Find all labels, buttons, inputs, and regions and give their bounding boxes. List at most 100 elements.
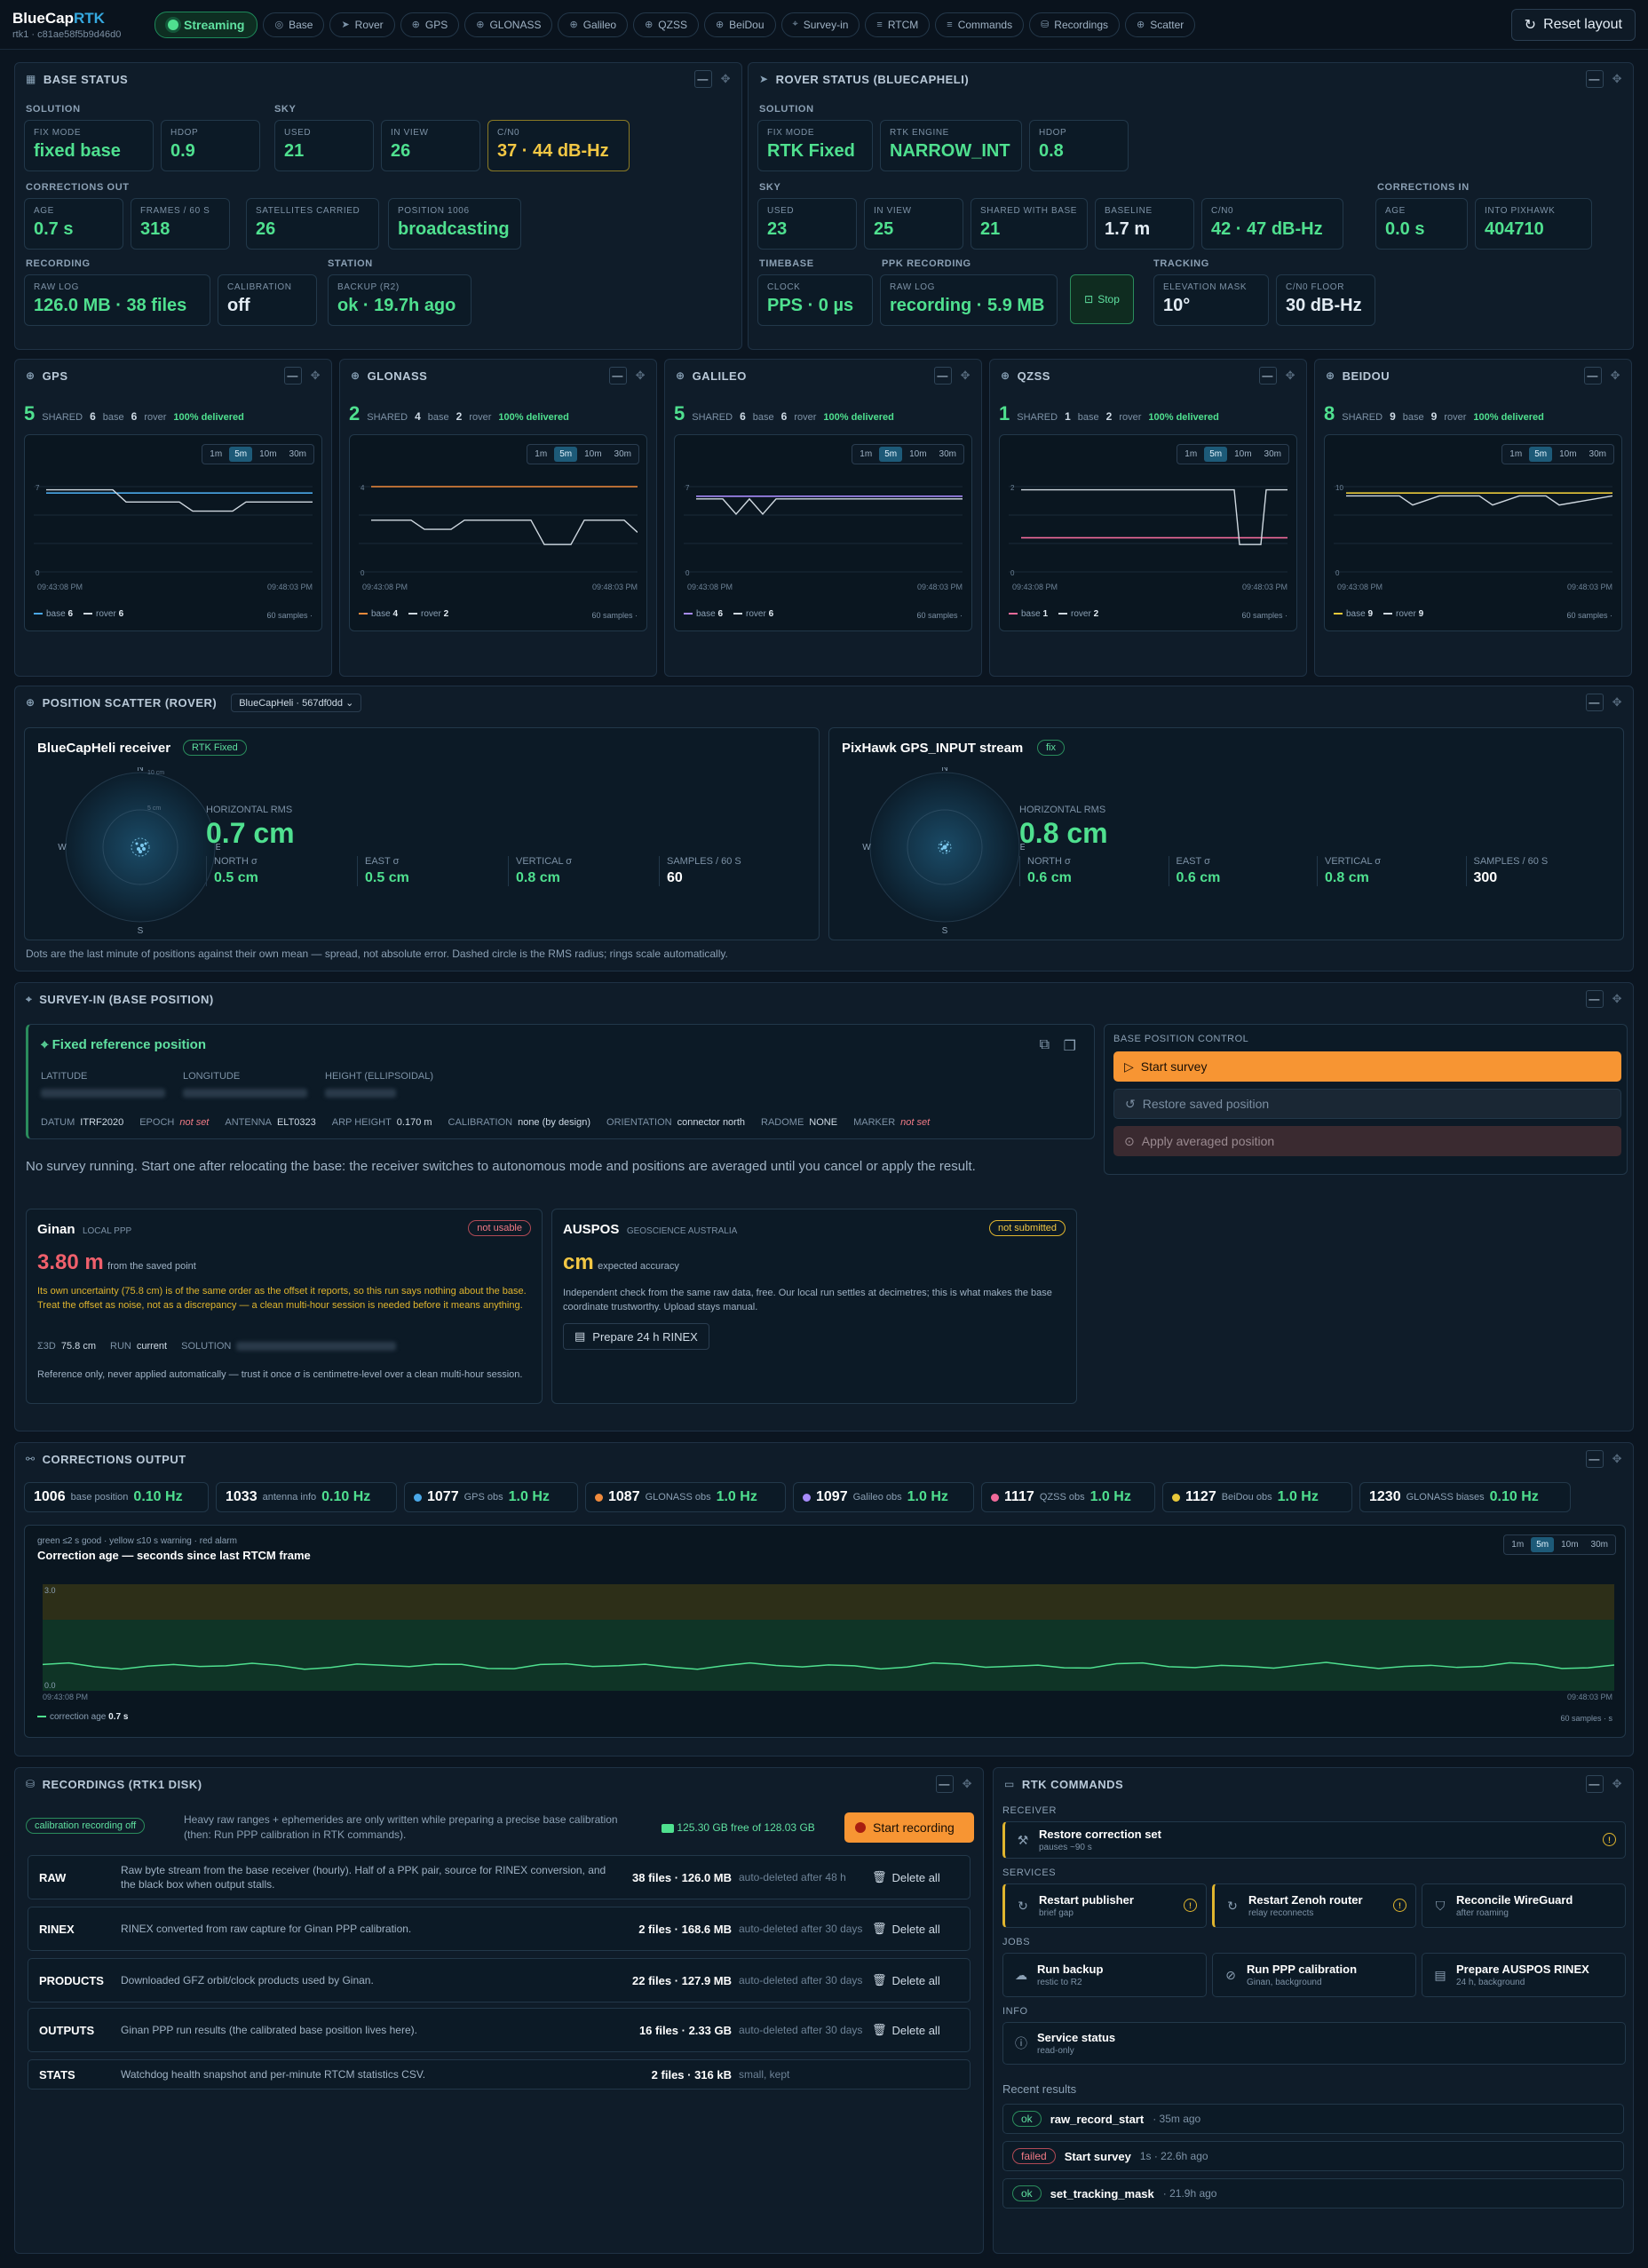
- range-5m[interactable]: 5m: [879, 447, 903, 462]
- latitude-label: LATITUDE: [41, 1071, 88, 1082]
- drag-handle-icon[interactable]: ✥: [635, 369, 646, 382]
- range-30m[interactable]: 30m: [1590, 1540, 1608, 1550]
- delete-all-button[interactable]: 🗑 Delete all: [872, 2023, 940, 2037]
- delete-all-button[interactable]: 🗑 Delete all: [872, 1870, 940, 1884]
- minimize-button[interactable]: —: [1258, 367, 1277, 385]
- nav-tab-commands[interactable]: ≡ Commands: [935, 12, 1025, 37]
- range-1m[interactable]: 1m: [1184, 449, 1198, 459]
- nav-tab-survey-in[interactable]: ⌖ Survey-in: [780, 12, 860, 37]
- nav-tab-beidou[interactable]: ⊕ BeiDou: [703, 12, 776, 37]
- restore-position-button[interactable]: ↺ Restore saved position: [1113, 1089, 1621, 1119]
- range-10m[interactable]: 10m: [584, 449, 602, 459]
- rover-series-line: [1021, 488, 1288, 545]
- reference-meta: DATUM ITRF2020 EPOCH not set ANTENNA ELT032…: [41, 1117, 931, 1128]
- minimize-button[interactable]: —: [608, 367, 627, 385]
- drag-handle-icon[interactable]: ✥: [1612, 695, 1622, 709]
- range-30m[interactable]: 30m: [1264, 449, 1281, 459]
- range-5m[interactable]: 5m: [554, 447, 578, 462]
- range-10m[interactable]: 10m: [1561, 1540, 1579, 1550]
- range-10m[interactable]: 10m: [1234, 449, 1252, 459]
- range-30m[interactable]: 30m: [614, 449, 631, 459]
- minimize-button[interactable]: —: [283, 367, 302, 385]
- minimize-button[interactable]: —: [933, 367, 952, 385]
- minimize-button[interactable]: —: [1585, 70, 1604, 88]
- range-toggle[interactable]: 1m 5m 10m 30m: [1177, 444, 1289, 464]
- range-5m[interactable]: 5m: [1531, 1537, 1555, 1552]
- minimize-button[interactable]: —: [1585, 1775, 1604, 1793]
- range-1m[interactable]: 1m: [210, 449, 223, 459]
- drag-handle-icon[interactable]: ✥: [960, 369, 971, 382]
- restore-correction-set-button[interactable]: ⚒ Restore correction set pauses ~90 s!: [1002, 1821, 1626, 1859]
- nav-tab-glonass[interactable]: ⊕ GLONASS: [464, 12, 553, 37]
- service-status-button[interactable]: ⓘ Service status read-only: [1002, 2022, 1626, 2065]
- range-30m[interactable]: 30m: [939, 449, 956, 459]
- nav-tab-galileo[interactable]: ⊕ Galileo: [558, 12, 629, 37]
- nav-tab-qzss[interactable]: ⊕ QZSS: [633, 12, 699, 37]
- range-10m[interactable]: 10m: [1559, 449, 1577, 459]
- drag-handle-icon[interactable]: ✥: [1612, 1777, 1622, 1790]
- globe-icon: ⊕: [676, 369, 685, 382]
- nav-tab-gps[interactable]: ⊕ GPS: [400, 12, 460, 37]
- nav-tab-base[interactable]: ◎ Base: [263, 12, 325, 37]
- minimize-button[interactable]: —: [693, 70, 712, 88]
- apply-position-button[interactable]: ⊙ Apply averaged position: [1113, 1126, 1621, 1156]
- stop-recording-button[interactable]: ⊡ Stop: [1070, 274, 1134, 324]
- run-ppp-calibration-button[interactable]: ⊘ Run PPP calibration Ginan, background: [1212, 1953, 1416, 1997]
- drag-handle-icon[interactable]: ✥: [962, 1777, 972, 1790]
- nav-tab-scatter[interactable]: ⊕ Scatter: [1125, 12, 1196, 37]
- prepare-auspos-rinex-button[interactable]: ▤ Prepare AUSPOS RINEX 24 h, background: [1422, 1953, 1626, 1997]
- y-top-label: 7: [36, 484, 40, 492]
- start-survey-button[interactable]: ▷ Start survey: [1113, 1051, 1621, 1082]
- scatter-title: PixHawk GPS_INPUT stream: [842, 741, 1024, 756]
- range-5m[interactable]: 5m: [1529, 447, 1553, 462]
- range-1m[interactable]: 1m: [1509, 449, 1523, 459]
- globe-icon: ⊕: [1001, 369, 1010, 382]
- nav-tab-label: RTCM: [887, 18, 919, 31]
- copy-icon[interactable]: ❐: [1063, 1039, 1076, 1054]
- reconcile-wireguard-button[interactable]: ⛉ Reconcile WireGuard after roaming: [1422, 1883, 1626, 1928]
- range-30m[interactable]: 30m: [1589, 449, 1606, 459]
- prepare-rinex-button[interactable]: ▤ Prepare 24 h RINEX: [563, 1323, 709, 1350]
- range-toggle[interactable]: 1m 5m 10m 30m: [1501, 444, 1614, 464]
- recording-row-products: PRODUCTS Downloaded GFZ orbit/clock produ…: [28, 1958, 971, 2002]
- range-toggle[interactable]: 1m 5m 10m 30m: [852, 444, 964, 464]
- range-30m[interactable]: 30m: [289, 449, 306, 459]
- range-5m[interactable]: 5m: [1204, 447, 1228, 462]
- range-1m[interactable]: 1m: [1511, 1540, 1525, 1550]
- restart-zenoh-button[interactable]: ↻ Restart Zenoh router relay reconnects!: [1212, 1883, 1416, 1928]
- range-10m[interactable]: 10m: [909, 449, 927, 459]
- drag-handle-icon[interactable]: ✥: [720, 72, 731, 85]
- range-10m[interactable]: 10m: [259, 449, 277, 459]
- drag-handle-icon[interactable]: ✥: [1612, 1452, 1622, 1465]
- drag-handle-icon[interactable]: ✥: [1610, 369, 1620, 382]
- streaming-status[interactable]: Streaming: [154, 11, 258, 38]
- nav-tab-rtcm[interactable]: ≡ RTCM: [865, 12, 931, 37]
- minimize-button[interactable]: —: [1585, 1450, 1604, 1468]
- minimize-button[interactable]: —: [1585, 694, 1604, 711]
- open-external-icon[interactable]: ⧉: [1039, 1037, 1050, 1052]
- delete-all-button[interactable]: 🗑 Delete all: [872, 1922, 940, 1936]
- drag-handle-icon[interactable]: ✥: [1285, 369, 1295, 382]
- rover-select[interactable]: BlueCapHeli · 567df0dd ⌄: [231, 693, 362, 712]
- restart-publisher-button[interactable]: ↻ Restart publisher brief gap!: [1002, 1883, 1207, 1928]
- drag-handle-icon[interactable]: ✥: [310, 369, 321, 382]
- drag-handle-icon[interactable]: ✥: [1612, 72, 1622, 85]
- run-backup-button[interactable]: ☁ Run backup restic to R2: [1002, 1953, 1207, 1997]
- range-5m[interactable]: 5m: [229, 447, 253, 462]
- range-1m[interactable]: 1m: [860, 449, 873, 459]
- delete-all-button[interactable]: 🗑 Delete all: [872, 1973, 940, 1987]
- nav-tab-rover[interactable]: ➤ Rover: [329, 12, 395, 37]
- range-toggle[interactable]: 1m 5m 10m 30m: [527, 444, 639, 464]
- constellation-counts: 5 SHARED 6 base 6 rover 100% delivered: [674, 402, 894, 424]
- range-1m[interactable]: 1m: [535, 449, 548, 459]
- grid-icon: ▦: [26, 73, 36, 85]
- minimize-button[interactable]: —: [935, 1775, 954, 1793]
- nav-tab-recordings[interactable]: ⛁ Recordings: [1029, 12, 1120, 37]
- range-toggle[interactable]: 1m 5m 10m 30m: [1503, 1534, 1616, 1555]
- minimize-button[interactable]: —: [1583, 367, 1602, 385]
- drag-handle-icon[interactable]: ✥: [1612, 992, 1622, 1005]
- range-toggle[interactable]: 1m 5m 10m 30m: [202, 444, 314, 464]
- start-recording-button[interactable]: Start recording: [844, 1812, 974, 1843]
- reset-layout-button[interactable]: ↻ Reset layout: [1510, 9, 1636, 41]
- minimize-button[interactable]: —: [1585, 990, 1604, 1008]
